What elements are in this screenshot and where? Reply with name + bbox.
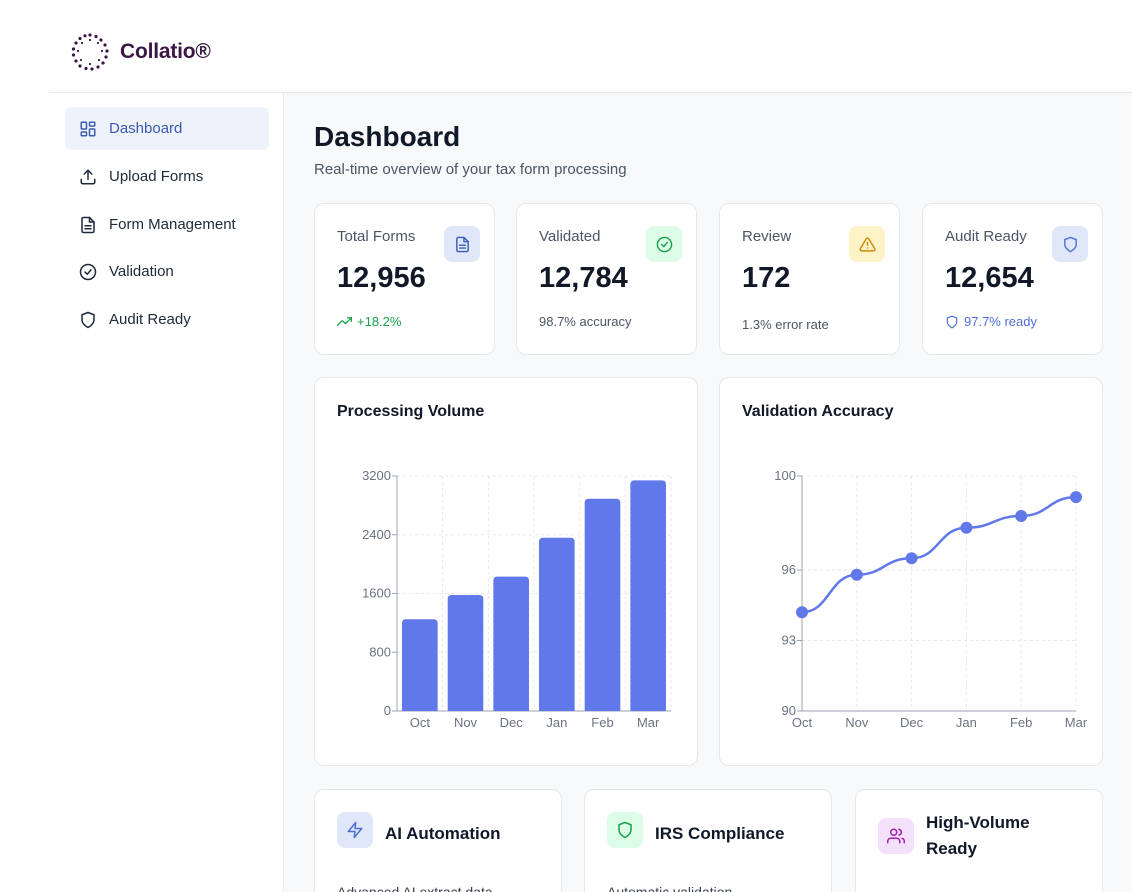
feature-title: High-Volume Ready: [926, 813, 1030, 858]
stat-value: 12,654: [945, 262, 1034, 294]
stat-card-validated: Validated 12,784 98.7% accuracy: [516, 203, 697, 355]
lightning-icon: [337, 812, 373, 848]
shield-icon: [1052, 226, 1088, 262]
stat-label: Validated: [539, 228, 601, 245]
y-tick-label: 800: [369, 644, 391, 659]
page-title: Dashboard: [314, 121, 461, 152]
brand-logo[interactable]: Collatio®: [70, 32, 211, 72]
brand-name: Collatio®: [120, 40, 211, 63]
stat-value: 12,784: [539, 262, 628, 294]
y-tick-label: 90: [782, 703, 796, 718]
stat-ready: 97.7% ready: [945, 314, 1037, 329]
stat-sub-text: 98.7% accuracy: [539, 314, 632, 329]
x-tick-label: Mar: [637, 715, 660, 730]
bar: [539, 537, 575, 711]
data-point: [905, 552, 918, 565]
feature-desc: Automatic validation: [607, 884, 733, 892]
x-tick-label: Jan: [546, 715, 567, 730]
data-point: [850, 568, 863, 581]
sidebar-item-form-management[interactable]: Form Management: [65, 203, 269, 246]
y-tick-label: 96: [782, 562, 796, 577]
main-content: Dashboard Real-time overview of your tax…: [285, 93, 1132, 892]
x-tick-label: Nov: [454, 715, 478, 730]
x-tick-label: Feb: [591, 715, 613, 730]
sidebar-item-label: Upload Forms: [109, 168, 204, 185]
sidebar-item-dashboard[interactable]: Dashboard: [65, 107, 269, 150]
stat-card-audit-ready: Audit Ready 12,654 97.7% ready: [922, 203, 1103, 355]
file-text-icon: [444, 226, 480, 262]
stat-sub-text: 97.7% ready: [964, 314, 1037, 329]
x-tick-label: Jan: [956, 715, 977, 730]
feature-title: IRS Compliance: [655, 824, 785, 843]
feature-card-high-volume: High-Volume Ready: [855, 789, 1103, 892]
check-circle-icon: [79, 263, 97, 281]
x-tick-label: Dec: [900, 715, 924, 730]
chart-title: Validation Accuracy: [742, 403, 894, 420]
feature-card-irs-compliance: IRS Compliance Automatic validation: [584, 789, 832, 892]
stat-label: Audit Ready: [945, 228, 1027, 245]
x-tick-label: Nov: [845, 715, 869, 730]
y-tick-label: 2400: [362, 527, 391, 542]
sidebar-item-audit-ready[interactable]: Audit Ready: [65, 298, 269, 341]
sidebar: Dashboard Upload Forms Form Management V…: [50, 93, 284, 892]
feature-title: AI Automation: [385, 824, 501, 843]
y-tick-label: 100: [774, 468, 796, 483]
check-circle-icon: [646, 226, 682, 262]
y-tick-label: 0: [384, 703, 391, 718]
shield-icon: [946, 315, 958, 328]
bar: [402, 619, 438, 711]
page-subtitle: Real-time overview of your tax form proc…: [314, 161, 627, 178]
data-point: [1015, 509, 1028, 522]
x-tick-label: Dec: [500, 715, 524, 730]
stat-value: 172: [742, 262, 791, 294]
validation-accuracy-card: Validation Accuracy 90 93 96 100 Oct Nov Dec Ja…: [719, 377, 1103, 766]
y-tick-label: 3200: [362, 468, 391, 483]
feature-desc: Advanced AI extract data: [337, 884, 493, 892]
validation-accuracy-chart: 90 93 96 100 Oct Nov Dec Jan Feb Mar: [774, 468, 1088, 730]
x-tick-label: Mar: [1065, 715, 1088, 730]
stat-label: Review: [742, 228, 792, 245]
sidebar-item-validation[interactable]: Validation: [65, 250, 269, 293]
sidebar-item-upload-forms[interactable]: Upload Forms: [65, 155, 269, 198]
x-tick-label: Oct: [410, 715, 431, 730]
stat-card-review: Review 172 1.3% error rate: [719, 203, 900, 355]
sidebar-item-label: Form Management: [109, 216, 236, 233]
stat-value: 12,956: [337, 262, 426, 294]
layout-grid-icon: [79, 120, 97, 138]
bar: [447, 594, 484, 711]
chart-title: Processing Volume: [337, 403, 485, 420]
shield-icon: [607, 812, 643, 848]
y-tick-label: 1600: [362, 586, 391, 601]
stat-card-total-forms: Total Forms 12,956 +18.2%: [314, 203, 495, 355]
upload-icon: [79, 168, 97, 186]
users-icon: [878, 818, 914, 854]
header-divider: [50, 92, 1132, 93]
data-point: [1070, 491, 1082, 504]
bar: [630, 480, 666, 711]
alert-triangle-icon: [849, 226, 885, 262]
bar: [584, 498, 621, 711]
x-tick-label: Feb: [1010, 715, 1032, 730]
stat-trend: +18.2%: [337, 314, 401, 329]
file-text-icon: [79, 216, 97, 234]
y-tick-label: 93: [782, 633, 796, 648]
stat-sub-text: 1.3% error rate: [742, 317, 829, 332]
stat-label: Total Forms: [337, 228, 416, 245]
sidebar-item-label: Validation: [109, 263, 174, 280]
data-point: [796, 606, 808, 619]
shield-icon: [79, 311, 97, 329]
sidebar-item-label: Audit Ready: [109, 311, 191, 328]
stat-sub-text: +18.2%: [357, 314, 402, 329]
top-bar: Collatio®: [0, 0, 1132, 92]
collatio-logo-icon: [71, 33, 109, 71]
x-tick-label: Oct: [792, 715, 813, 730]
processing-volume-card: Processing Volume 0 800 1600 2400 3200 Oct Nov…: [314, 377, 698, 766]
series-line: [801, 495, 1077, 614]
processing-volume-chart: 0 800 1600 2400 3200 Oct Nov Dec Jan Feb Mar: [362, 468, 672, 730]
feature-card-ai-automation: AI Automation Advanced AI extract data: [314, 789, 562, 892]
bar: [493, 576, 529, 711]
sidebar-item-label: Dashboard: [109, 120, 183, 137]
data-point: [960, 521, 973, 534]
trending-up-icon: [337, 317, 352, 326]
